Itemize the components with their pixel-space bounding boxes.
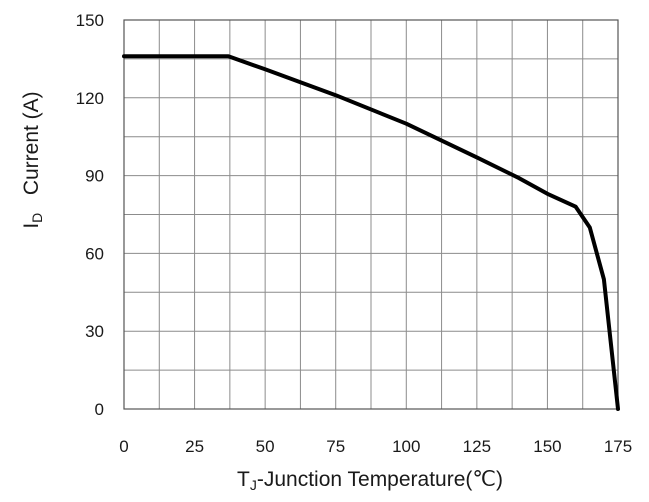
x-tick-label: 125 [463,437,491,456]
x-tick-label: 50 [256,437,275,456]
y-axis-label: ID Current (A) [20,91,45,228]
y-tick-label: 0 [95,400,104,419]
plot-frame [123,19,619,410]
x-tick-label: 175 [604,437,632,456]
y-tick-label: 30 [85,322,104,341]
x-tick-label: 150 [533,437,561,456]
tick-labels: 0 25 50 75 100 125 150 175 0 30 60 90 120 150 [76,11,633,456]
y-tick-label: 60 [85,244,104,263]
series [122,54,620,411]
x-tick-label: 25 [185,437,204,456]
series-line [122,54,620,411]
x-tick-label: 75 [326,437,345,456]
y-tick-label: 150 [76,11,104,30]
x-axis-label: TJ-Junction Temperature(℃) [237,468,503,493]
grid [123,19,619,410]
y-tick-label: 90 [85,167,104,186]
x-tick-label: 0 [119,437,128,456]
x-tick-label: 100 [392,437,420,456]
y-tick-label: 120 [76,89,104,108]
